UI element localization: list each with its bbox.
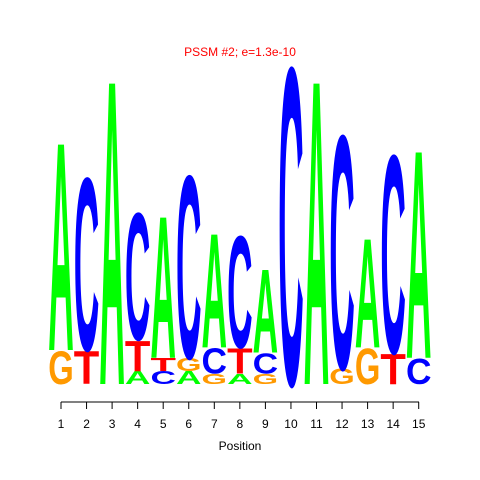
x-tick-label: 15	[412, 417, 426, 431]
logo-letter-A: A	[99, 0, 125, 477]
logo-letter-A: A	[150, 174, 175, 401]
x-tick-label: 1	[58, 417, 65, 431]
x-tick-label: 2	[83, 417, 90, 431]
letter-stacks: GA TC A ATC CTA AGC GCA ATC GCA C A GC GA TC CA	[48, 0, 431, 480]
logo-letter-A: A	[406, 90, 431, 423]
logo-letter-A: A	[48, 82, 73, 415]
logo-letter-A: A	[227, 371, 252, 387]
logo-letter-C: C	[176, 121, 201, 414]
logo-letter-C: C	[406, 352, 431, 393]
logo-letter-G: G	[202, 371, 227, 387]
x-axis-label: Position	[219, 439, 262, 453]
x-axis-ticks: 1 2 3 4 5 6 7 8 9 10 11 12 13 14 15	[58, 402, 426, 431]
logo-letter-T: T	[74, 343, 99, 395]
x-tick-label: 8	[237, 417, 244, 431]
logo-letter-G: G	[176, 354, 202, 375]
x-tick-label: 3	[109, 417, 116, 431]
logo-letter-C: C	[125, 174, 150, 378]
logo-letter-C: C	[227, 202, 252, 382]
logo-letter-C: C	[202, 341, 227, 382]
logo-letter-T: T	[380, 345, 405, 394]
x-tick-label: 9	[262, 417, 269, 431]
x-tick-label: 4	[134, 417, 141, 431]
x-tick-label: 13	[361, 417, 375, 431]
chart-title: PSSM #2; e=1.3e-10	[184, 45, 296, 59]
logo-letter-A: A	[176, 368, 201, 388]
logo-letter-G: G	[253, 371, 278, 387]
logo-letter-A: A	[253, 244, 279, 378]
x-tick-label: 12	[335, 417, 349, 431]
logo-letter-C: C	[150, 368, 175, 388]
x-tick-label: 7	[211, 417, 218, 431]
logo-letter-A: A	[202, 201, 228, 383]
logo-letter-C: C	[278, 0, 304, 480]
logo-letter-G: G	[355, 339, 381, 396]
x-tick-label: 6	[185, 417, 192, 431]
logo-letter-T: T	[227, 342, 253, 382]
logo-letter-C: C	[74, 127, 99, 403]
x-tick-label: 10	[284, 417, 298, 431]
logo-letter-C: C	[329, 67, 354, 440]
x-tick-label: 5	[160, 417, 167, 431]
logo-letter-A: A	[304, 0, 330, 477]
logo-letter-C: C	[253, 347, 278, 379]
logo-letter-A: A	[355, 207, 380, 382]
x-tick-label: 11	[310, 417, 323, 431]
logo-letter-G: G	[48, 341, 73, 394]
logo-letter-G: G	[329, 364, 354, 388]
logo-letter-T: T	[150, 355, 176, 375]
logo-letter-A: A	[125, 368, 150, 388]
logo-letter-T: T	[125, 332, 150, 381]
x-tick-label: 14	[386, 417, 400, 431]
logo-letter-C: C	[380, 96, 406, 413]
